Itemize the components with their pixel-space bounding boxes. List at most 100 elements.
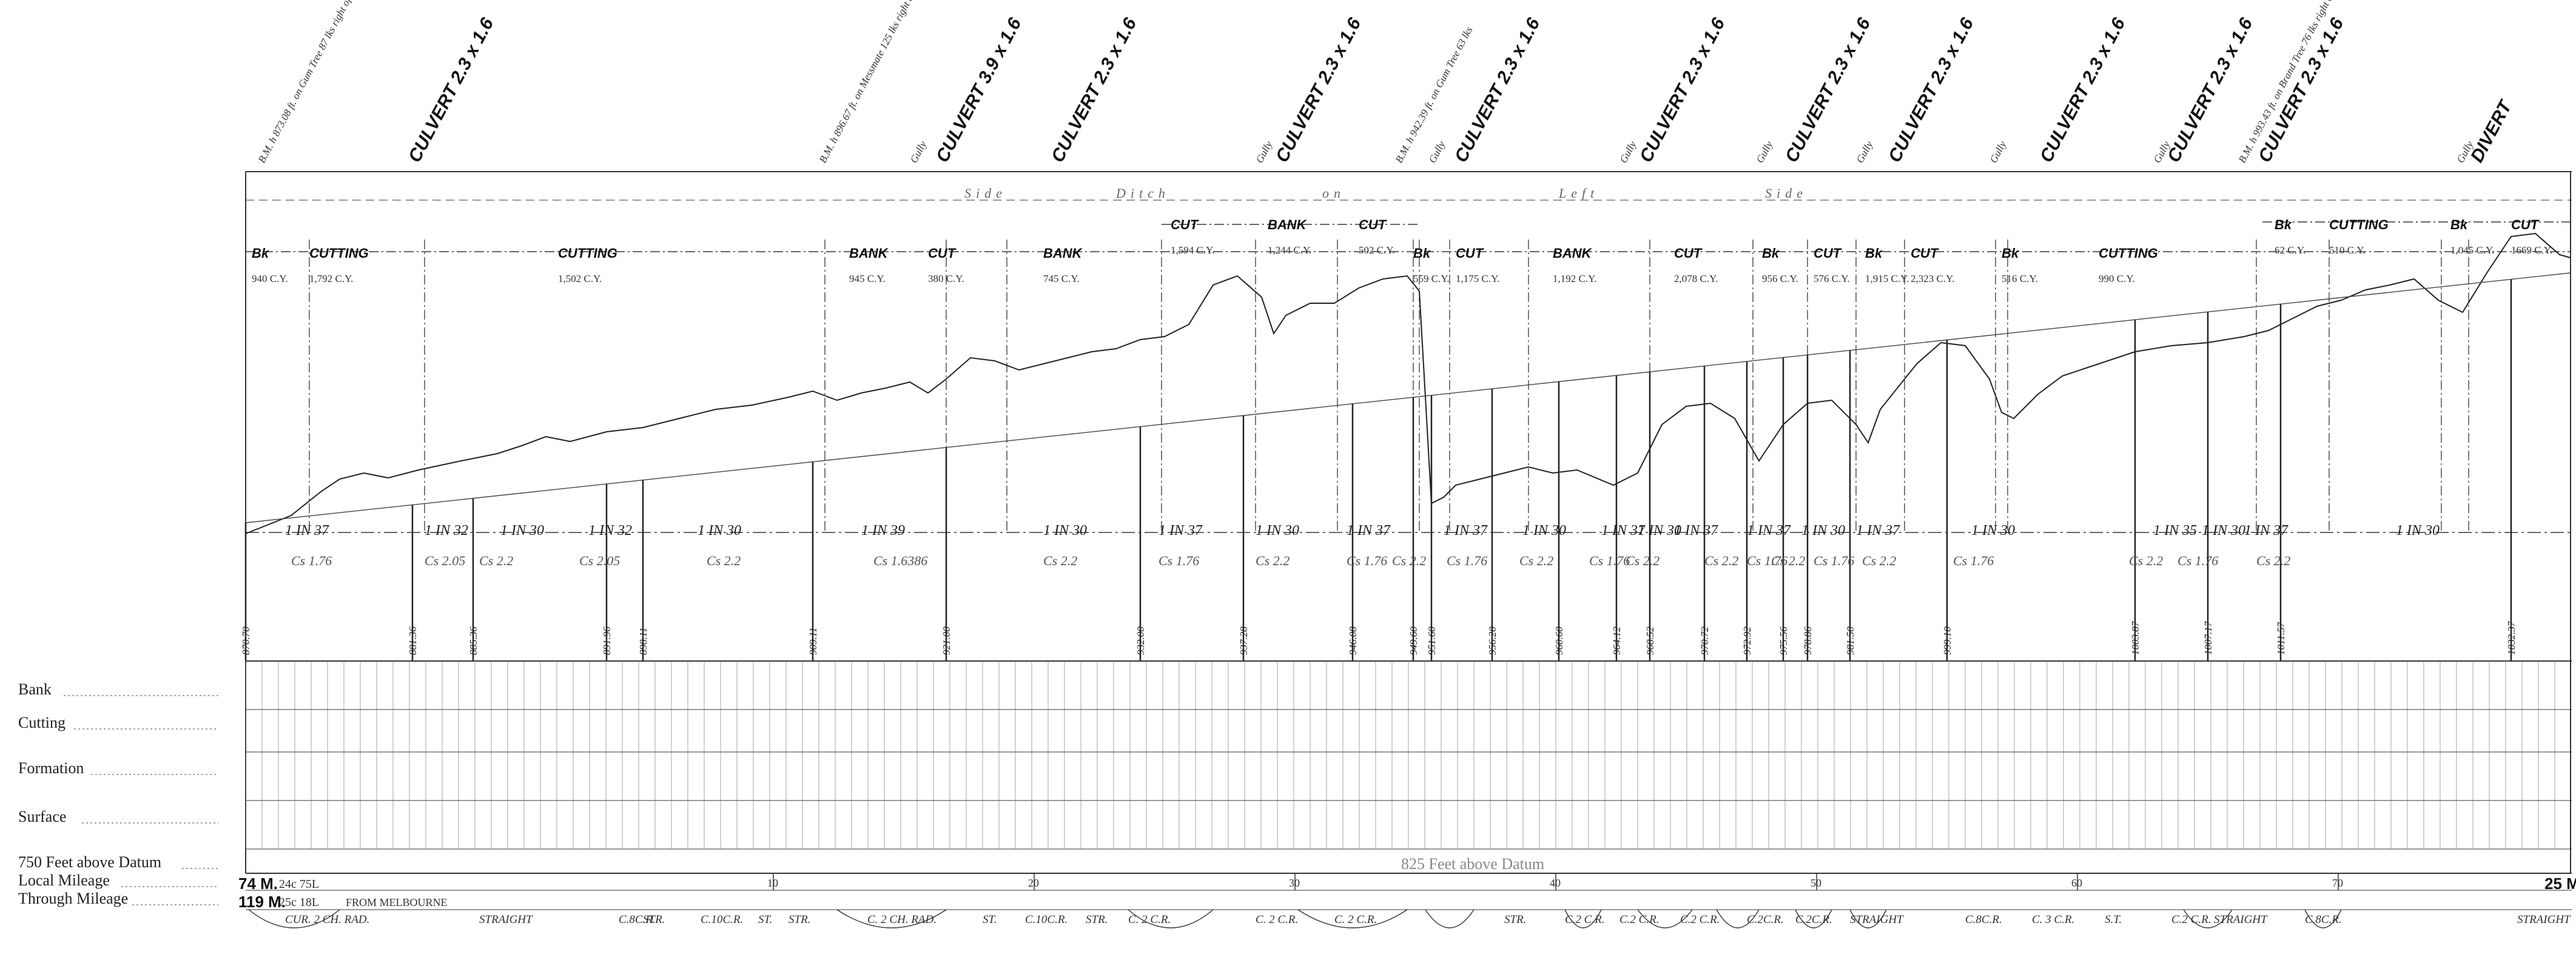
compensation-label: Cs 1.76: [1159, 553, 1199, 568]
gradient-label: 1 IN 30: [1971, 523, 2015, 539]
gradient-labels: 1 IN 37 1 IN 32 1 IN 30 1 IN 32 1 IN 30 1 IN …: [285, 523, 2440, 539]
formation-level-value: 898.11: [637, 628, 649, 656]
gradient-label: 1 IN 39: [861, 523, 905, 539]
formation-level-value: 937.28: [1238, 626, 1249, 655]
end-mileage: 25 M.: [2544, 874, 2576, 893]
earthworks-row-0: [1162, 221, 2571, 225]
formation-grade-line: [245, 272, 2571, 523]
earthwork-type-label: CUT: [1456, 246, 1484, 261]
formation-level-value: 870.70: [240, 626, 252, 655]
gradient-label: 1 IN 37: [1347, 523, 1391, 539]
level-table-columns: [245, 661, 2555, 849]
cutting-row-label: Cutting: [18, 714, 66, 731]
gradient-label: 1 IN 32: [588, 523, 632, 539]
earthwork-type-label: CUT: [2511, 217, 2540, 232]
compensation-labels: Cs 1.76 Cs 2.05 Cs 2.2 Cs 2.05 Cs 2.2 Cs 1.63…: [291, 553, 2290, 568]
side-ditch-note: Side Ditch on Left Side: [964, 186, 1808, 201]
local-mileage-row-label: Local Mileage: [18, 871, 110, 889]
earthwork-quantity: 956 C.Y.: [1762, 273, 1798, 284]
curve-arc: [1425, 909, 1475, 928]
earthwork-type-label: CUT: [1171, 217, 1199, 232]
start-chain-through: 25c 18L: [279, 896, 319, 909]
chainage-tick-label: 70: [2332, 877, 2343, 889]
earthwork-quantity: 2,078 C.Y.: [1674, 273, 1718, 284]
formation-row-label: Formation: [18, 759, 84, 777]
earthwork-type-label: CUTTING: [558, 246, 617, 261]
formation-level-value: 1003.87: [2130, 620, 2141, 655]
formation-level-value: 946.08: [1347, 626, 1359, 655]
side-ditch-word: Left: [1558, 186, 1599, 201]
curve-arc: [1795, 909, 1832, 928]
chainage-tick-label: 20: [1028, 877, 1039, 889]
alignment-segment-label: S.T.: [2105, 913, 2122, 926]
compensation-label: Cs 1.76: [1589, 553, 1630, 568]
alignment-segment-label: C.10C.R.: [1025, 913, 1068, 926]
gradient-label: 1 IN 35: [2153, 523, 2197, 539]
side-ditch-word: Side: [964, 186, 1007, 201]
gradient-label: 1 IN 37: [1159, 523, 1203, 539]
compensation-label: Cs 2.2: [2256, 553, 2290, 568]
culvert-annotation: CULVERT 2.3 x 1.6: [1048, 15, 1140, 166]
curve-arc: [1637, 909, 1693, 928]
gully-annotation: Gully: [908, 139, 929, 165]
chainage-tick-label: 40: [1550, 877, 1561, 889]
gully-annotation: Gully: [1754, 139, 1775, 165]
earthwork-type-label: Bk: [2275, 217, 2293, 232]
gully-annotation: Gully: [1254, 139, 1275, 165]
gradient-label: 1 IN 30: [2202, 523, 2245, 539]
mileage-block: 74 M. 119 M. 24c 75L 25c 18L FROM MELBOU…: [238, 874, 2576, 911]
formation-level-value: 999.10: [1942, 626, 1953, 655]
curve-arc: [2304, 909, 2342, 928]
curve-arc: [1716, 909, 1760, 928]
bank-row-label: Bank: [18, 680, 52, 698]
side-ditch-word: on: [1322, 186, 1345, 201]
culvert-annotation: CULVERT 2.3 x 1.6: [1781, 15, 1874, 166]
earthwork-type-label: BANK: [1268, 217, 1308, 232]
earthwork-type-label: CUT: [1911, 246, 1939, 261]
compensation-label: Cs 2.2: [707, 553, 741, 568]
formation-level-value: 978.86: [1802, 626, 1814, 655]
curve-arc: [2183, 909, 2233, 928]
earthwork-quantity: 510 C.Y.: [2329, 244, 2366, 256]
compensation-label: Cs 2.05: [425, 553, 465, 568]
culvert-annotation: CULVERT 2.3 x 1.6: [2164, 15, 2256, 166]
alignment-curves: CUR. 2 CH. RAD. STRAIGHT C.8C.R.STR. C.10C.…: [248, 909, 2571, 928]
earthwork-quantity: 576 C.Y.: [1814, 273, 1850, 284]
compensation-label: Cs 1.76: [1747, 553, 1787, 568]
formation-level-value: 909.11: [807, 628, 819, 656]
formation-level-value: 885.36: [468, 626, 479, 655]
earthwork-type-label: CUT: [1814, 246, 1842, 261]
culvert-annotation: CULVERT 2.3 x 1.6: [1636, 15, 1729, 166]
earthwork-dividers: [309, 240, 2469, 532]
side-ditch-word: Side: [1765, 186, 1808, 201]
curve-arc: [836, 909, 947, 928]
formation-level-value: 921.00: [941, 626, 952, 655]
formation-level-value: 891.96: [601, 626, 613, 655]
formation-ordinates: 870.70 881.36 885.36 891.96 898.11 909.11 921.…: [240, 279, 2517, 661]
gradient-label: 1 IN 37: [285, 523, 329, 539]
earthwork-quantity: 559 C.Y.: [1413, 273, 1450, 284]
chainage-tick-label: 60: [2071, 877, 2082, 889]
alignment-segment-label: STR.: [1086, 913, 1108, 926]
compensation-label: Cs 2.2: [479, 553, 513, 568]
formation-level-value: 1007.17: [2202, 620, 2214, 655]
earthwork-quantity: 1,192 C.Y.: [1553, 273, 1596, 284]
datum-row-label: 750 Feet above Datum: [18, 853, 161, 871]
formation-level-value: 949.60: [1408, 626, 1419, 655]
earthwork-type-label: CUT: [928, 246, 957, 261]
earthwork-quantity: 1,792 C.Y.: [309, 273, 353, 284]
earthwork-type-label: CUTTING: [2329, 217, 2389, 232]
start-local-mileage: 74 M.: [238, 874, 278, 893]
chainage-tick-label: 30: [1289, 877, 1300, 889]
alignment-segment-label: ST.: [758, 913, 772, 926]
formation-level-value: 956.20: [1487, 626, 1498, 655]
row-labels: Bank Cutting Formation Surface 750 Feet …: [18, 680, 218, 907]
alignment-segment-label: C.2 C.R.: [1619, 913, 1659, 926]
compensation-label: Cs 2.2: [1043, 553, 1077, 568]
chainage-tick-label: 10: [767, 877, 778, 889]
earthwork-quantity: 1,175 C.Y.: [1456, 273, 1499, 284]
alignment-segment-label: C.2 C.R.: [1680, 913, 1720, 926]
earthwork-quantity: 940 C.Y.: [252, 273, 288, 284]
compensation-label: Cs 1.76: [1814, 553, 1854, 568]
earthwork-type-label: BANK: [1553, 246, 1593, 261]
